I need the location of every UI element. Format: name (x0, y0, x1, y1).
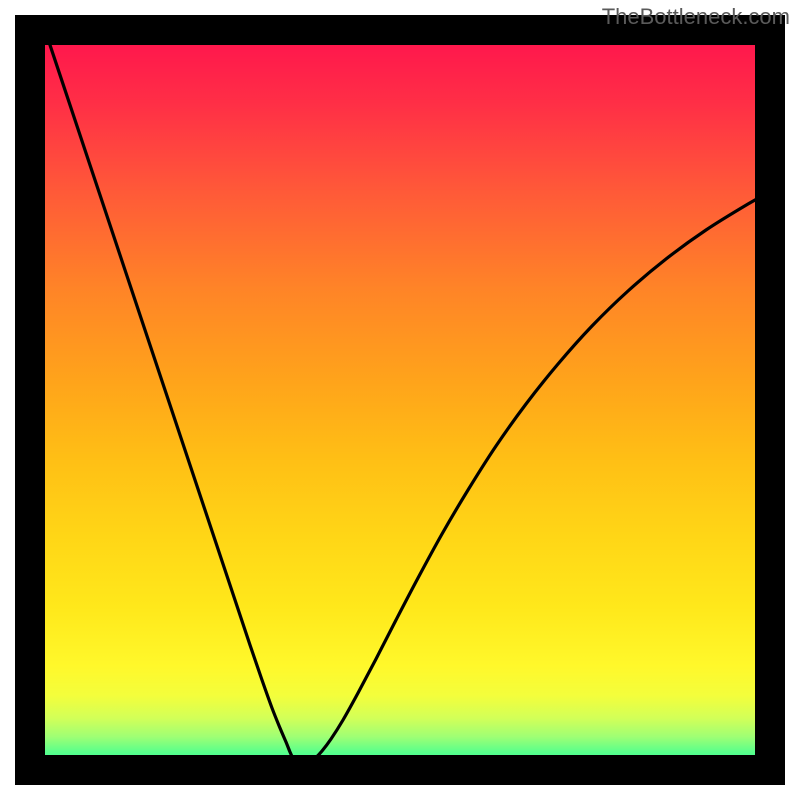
chart-container: TheBottleneck.com (0, 0, 800, 800)
bottleneck-chart (0, 0, 800, 800)
watermark-text: TheBottleneck.com (602, 4, 790, 30)
gradient-background (30, 30, 770, 770)
